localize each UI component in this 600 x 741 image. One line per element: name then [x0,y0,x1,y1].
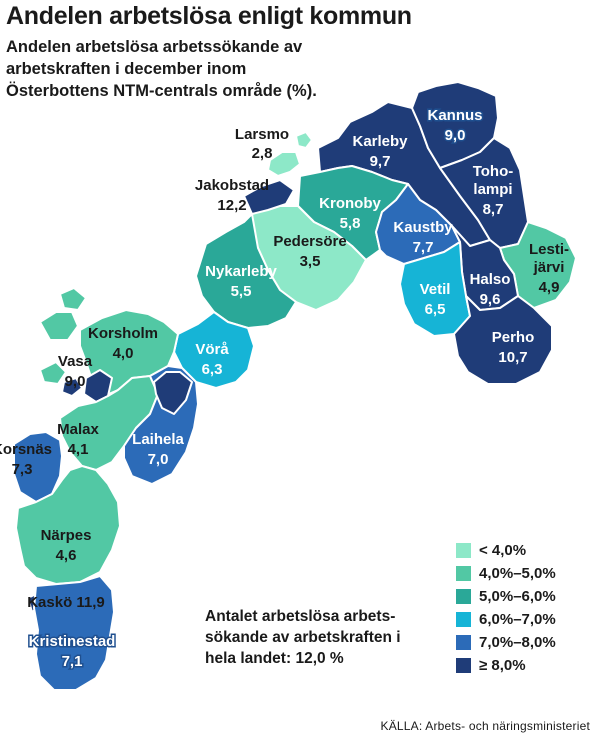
label-jakobstad-value: 12,2 [217,197,246,214]
label-laihela-value: 7,0 [148,451,169,468]
region-larsmo-island [295,131,313,149]
label-karleby-name: Karleby [352,133,408,150]
region-nykarleby [195,213,297,329]
label-vora-name: Vörå [195,341,229,358]
legend-item: ≥ 8,0% [456,655,556,675]
region-toholampi [439,137,529,249]
label-vasa-value: 9,0 [65,373,86,390]
legend-item: 7,0%–8,0% [456,632,556,652]
map-subtitle: Andelen arbetslösa arbetssökande av arbe… [6,38,317,100]
label-vasa-name: Vasa [58,353,93,370]
label-kaustby-name: Kaustby [393,219,453,236]
region-perho [453,295,553,385]
legend-swatch [456,611,471,627]
label-narpes-name: Närpes [41,527,92,544]
label-jakobstad-name: Jakobstad [195,177,269,194]
label-kannus-name: Kannus [427,107,482,124]
region-korsholm-island1 [39,311,79,341]
label-malax-value: 4,1 [68,441,89,458]
label-toholampi-name-2: lampi [473,181,512,198]
label-kasko: Kaskö 11,9 [27,594,105,611]
municipality-labels: Larsmo 2,8 Jakobstad 12,2 Karleby 9,7 Kannus 9,… [0,106,569,672]
label-perho-value: 10,7 [498,349,527,366]
region-korsholm-island2 [59,287,87,311]
label-narpes-value: 4,6 [56,547,77,564]
legend-label: < 4,0% [479,541,527,559]
legend: < 4,0% 4,0%–5,0% 5,0%–6,0% 6,0%–7,0% 7,0%–8,… [456,540,556,678]
legend-swatch [456,588,471,604]
label-korsnas-name: Korsnäs [0,441,52,458]
legend-swatch [456,542,471,558]
label-karleby-value: 9,7 [370,153,391,170]
label-halso-value: 9,6 [480,291,501,308]
region-patch-east [153,371,193,415]
label-kronoby-value: 5,8 [340,215,361,232]
label-toholampi-name-1: Toho- [473,163,514,180]
label-kaustby-value: 7,7 [413,239,434,256]
legend-item: < 4,0% [456,540,556,560]
region-korsnas [13,431,63,503]
label-korsholm-value: 4,0 [113,345,134,362]
label-nykarleby-name: Nykarleby [205,263,277,280]
label-korsholm-name: Korsholm [88,325,158,342]
region-korsholm-island3 [39,361,67,385]
label-lestijarvi-value: 4,9 [539,279,560,296]
label-laihela-name: Laihela [132,431,184,448]
label-vora-value: 6,3 [202,361,223,378]
source-credit: KÄLLA: Arbets- och näringsministeriet [380,719,590,733]
legend-item: 5,0%–6,0% [456,586,556,606]
label-larsmo-value: 2,8 [252,145,273,162]
label-kristinestad-value: 7,1 [62,653,83,670]
national-note-text: Antalet arbetslösa arbets-sökande av arb… [205,608,401,667]
label-perho-name: Perho [492,329,535,346]
regions [13,81,577,691]
region-larsmo [267,151,301,177]
map-title: Andelen arbetslösa enligt kommun [6,2,412,30]
label-pedersore-name: Pedersöre [273,233,346,250]
legend-item: 6,0%–7,0% [456,609,556,629]
label-larsmo-name: Larsmo [235,126,289,143]
region-kristinestad [33,575,115,691]
legend-label: 7,0%–8,0% [479,633,556,651]
region-kannus [411,81,499,169]
label-toholampi-value: 8,7 [483,201,504,218]
legend-item: 4,0%–5,0% [456,563,556,583]
national-note-value: 12,0 % [295,650,344,667]
legend-label: 5,0%–6,0% [479,587,556,605]
legend-swatch [456,634,471,650]
label-kronoby-name: Kronoby [319,195,381,212]
region-vasa-island [61,377,83,397]
legend-label: 4,0%–5,0% [479,564,556,582]
national-note: Antalet arbetslösa arbets-sökande av arb… [205,606,425,669]
region-narpes [15,465,121,585]
label-vetil-name: Vetil [420,281,451,298]
label-kannus-value: 9,0 [445,127,466,144]
label-pedersore-value: 3,5 [300,253,321,270]
legend-label: 6,0%–7,0% [479,610,556,628]
label-nykarleby-value: 5,5 [231,283,252,300]
label-korsnas-value: 7,3 [12,461,33,478]
legend-swatch [456,657,471,673]
legend-swatch [456,565,471,581]
label-lestijarvi-name-2: järvi [533,259,565,276]
label-vetil-value: 6,5 [425,301,446,318]
label-lestijarvi-name-1: Lesti- [529,241,569,258]
region-jakobstad [243,179,295,215]
label-kristinestad-name: Kristinestad [29,633,116,650]
label-halso-name: Halso [470,271,511,288]
legend-label: ≥ 8,0% [479,656,526,674]
label-malax-name: Malax [57,421,99,438]
